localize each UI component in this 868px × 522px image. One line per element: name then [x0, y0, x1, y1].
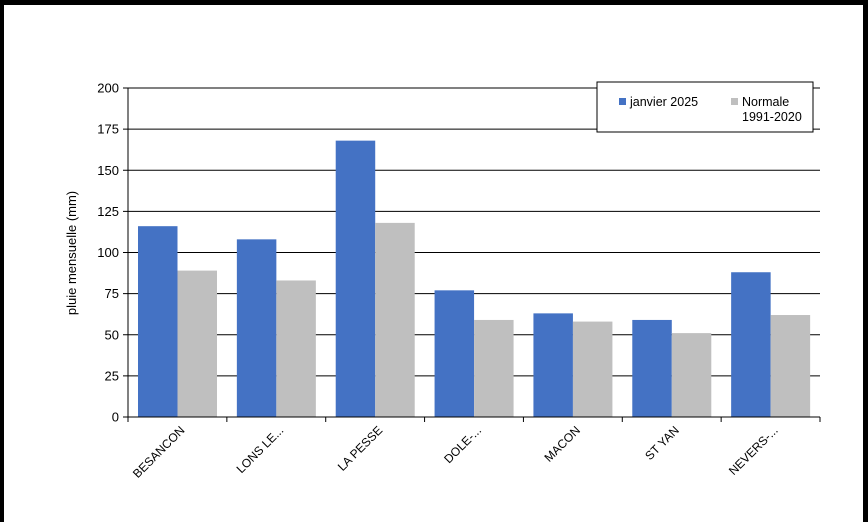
bar-janvier-2025 [335, 140, 376, 417]
y-tick-label: 125 [97, 204, 119, 219]
bar-janvier-2025 [731, 272, 771, 417]
bar-normale [474, 319, 514, 417]
bar-normale [276, 280, 316, 417]
legend-label: 1991-2020 [742, 110, 802, 124]
bar-janvier-2025 [236, 239, 277, 417]
bar-normale [770, 315, 811, 417]
x-category-label: BESANCON [130, 423, 188, 481]
bar-janvier-2025 [533, 313, 573, 417]
x-category-label: LONS LE... [234, 423, 287, 476]
bar-normale [572, 321, 613, 417]
legend-label: Normale [742, 95, 789, 109]
bar-janvier-2025 [138, 226, 178, 417]
bar-janvier-2025 [632, 319, 672, 417]
y-axis-label: pluie mensuelle (mm) [64, 191, 79, 315]
y-tick-label: 150 [97, 163, 119, 178]
x-category-label: NEVERS-... [726, 423, 781, 478]
legend-swatch [731, 98, 738, 105]
y-tick-label: 75 [105, 286, 119, 301]
bars [138, 140, 811, 417]
bar-janvier-2025 [434, 290, 475, 417]
bar-normale [375, 222, 415, 417]
y-tick-label: 100 [97, 245, 119, 260]
y-tick-label: 175 [97, 122, 119, 137]
x-category-label: LA PESSE [335, 423, 385, 473]
y-tick-label: 0 [112, 410, 119, 425]
y-tick-label: 200 [97, 81, 119, 96]
x-category-label: ST YAN [642, 423, 682, 463]
legend-label: janvier 2025 [629, 95, 698, 109]
y-tick-label: 25 [105, 368, 119, 383]
legend-box [596, 81, 814, 133]
y-tick-label: 50 [105, 327, 119, 342]
x-category-label: MACON [541, 423, 582, 464]
x-category-label: DOLE-... [441, 423, 484, 466]
legend-swatch [619, 98, 626, 105]
bar-normale [177, 270, 217, 417]
bar-normale [671, 333, 712, 417]
